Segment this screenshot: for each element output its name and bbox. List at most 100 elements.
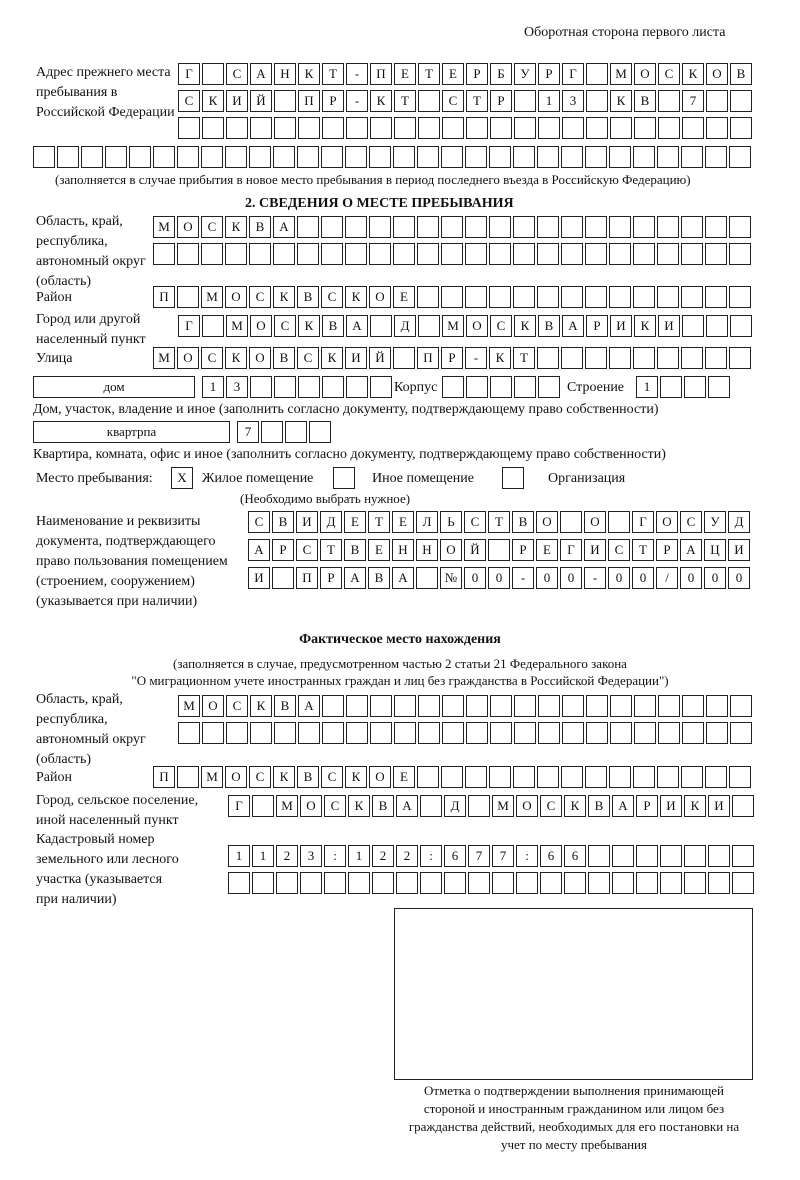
letter-cell[interactable]: К xyxy=(321,347,343,369)
letter-cell[interactable] xyxy=(684,872,706,894)
letter-cell[interactable]: Р xyxy=(490,90,512,112)
letter-cell[interactable] xyxy=(633,146,655,168)
letter-cell[interactable]: К xyxy=(225,347,247,369)
letter-cell[interactable] xyxy=(418,117,440,139)
letter-cell[interactable] xyxy=(610,117,632,139)
letter-cell[interactable] xyxy=(178,722,200,744)
letter-cell[interactable]: В xyxy=(322,315,344,337)
letter-cell[interactable] xyxy=(370,117,392,139)
letter-cell[interactable]: Г xyxy=(228,795,250,817)
letter-cell[interactable]: С xyxy=(274,315,296,337)
letter-cell[interactable]: В xyxy=(368,567,390,589)
letter-cell[interactable] xyxy=(393,216,415,238)
letter-cell[interactable] xyxy=(705,766,727,788)
letter-cell[interactable] xyxy=(417,766,439,788)
letter-cell[interactable] xyxy=(729,243,751,265)
letter-cell[interactable]: К xyxy=(564,795,586,817)
letter-cell[interactable]: К xyxy=(610,90,632,112)
letter-cell[interactable]: 1 xyxy=(538,90,560,112)
letter-cell[interactable]: К xyxy=(273,766,295,788)
letter-cell[interactable]: 0 xyxy=(728,567,750,589)
letter-cell[interactable] xyxy=(441,243,463,265)
letter-cell[interactable] xyxy=(562,117,584,139)
letter-cell[interactable] xyxy=(225,146,247,168)
letter-cell[interactable]: С xyxy=(249,286,271,308)
letter-cell[interactable]: А xyxy=(298,695,320,717)
letter-cell[interactable]: 6 xyxy=(564,845,586,867)
letter-cell[interactable]: С xyxy=(296,539,318,561)
letter-cell[interactable]: 0 xyxy=(488,567,510,589)
letter-cell[interactable] xyxy=(441,766,463,788)
letter-cell[interactable]: 2 xyxy=(372,845,394,867)
letter-cell[interactable]: Р xyxy=(441,347,463,369)
letter-cell[interactable] xyxy=(609,243,631,265)
letter-cell[interactable] xyxy=(345,243,367,265)
letter-cell[interactable] xyxy=(261,421,283,443)
letter-cell[interactable] xyxy=(634,722,656,744)
letter-cell[interactable]: М xyxy=(610,63,632,85)
letter-cell[interactable]: М xyxy=(226,315,248,337)
letter-cell[interactable]: 0 xyxy=(536,567,558,589)
letter-cell[interactable]: С xyxy=(201,216,223,238)
letter-cell[interactable] xyxy=(272,567,294,589)
letter-cell[interactable] xyxy=(394,722,416,744)
letter-cell[interactable] xyxy=(561,766,583,788)
letter-cell[interactable]: Т xyxy=(513,347,535,369)
letter-cell[interactable] xyxy=(609,286,631,308)
letter-cell[interactable]: К xyxy=(514,315,536,337)
letter-cell[interactable] xyxy=(681,347,703,369)
letter-cell[interactable]: В xyxy=(297,286,319,308)
letter-cell[interactable]: С xyxy=(680,511,702,533)
letter-cell[interactable] xyxy=(658,90,680,112)
letter-cell[interactable] xyxy=(538,117,560,139)
letter-cell[interactable] xyxy=(513,146,535,168)
letter-cell[interactable]: М xyxy=(153,216,175,238)
letter-cell[interactable]: 0 xyxy=(704,567,726,589)
letter-cell[interactable] xyxy=(730,315,752,337)
letter-cell[interactable]: Б xyxy=(490,63,512,85)
letter-cell[interactable] xyxy=(513,766,535,788)
letter-cell[interactable] xyxy=(442,695,464,717)
letter-cell[interactable]: Т xyxy=(418,63,440,85)
letter-cell[interactable]: 6 xyxy=(540,845,562,867)
letter-cell[interactable] xyxy=(442,376,464,398)
letter-cell[interactable] xyxy=(708,845,730,867)
letter-cell[interactable] xyxy=(322,376,344,398)
letter-cell[interactable] xyxy=(273,243,295,265)
letter-cell[interactable]: К xyxy=(489,347,511,369)
letter-cell[interactable]: 1 xyxy=(202,376,224,398)
letter-cell[interactable] xyxy=(729,347,751,369)
letter-cell[interactable]: 0 xyxy=(632,567,654,589)
letter-cell[interactable] xyxy=(177,243,199,265)
letter-cell[interactable] xyxy=(298,117,320,139)
letter-cell[interactable]: К xyxy=(298,315,320,337)
letter-cell[interactable] xyxy=(226,117,248,139)
letter-cell[interactable] xyxy=(225,243,247,265)
letter-cell[interactable]: С xyxy=(324,795,346,817)
letter-cell[interactable] xyxy=(514,376,536,398)
letter-cell[interactable] xyxy=(81,146,103,168)
letter-cell[interactable] xyxy=(465,286,487,308)
letter-cell[interactable] xyxy=(513,216,535,238)
letter-cell[interactable] xyxy=(418,315,440,337)
letter-cell[interactable] xyxy=(322,722,344,744)
letter-cell[interactable] xyxy=(561,243,583,265)
letter-cell[interactable]: Е xyxy=(536,539,558,561)
letter-cell[interactable]: С xyxy=(321,766,343,788)
letter-cell[interactable] xyxy=(681,243,703,265)
option-checkbox-residential[interactable]: X xyxy=(171,467,193,489)
letter-cell[interactable]: И xyxy=(708,795,730,817)
letter-cell[interactable]: А xyxy=(562,315,584,337)
letter-cell[interactable]: Н xyxy=(416,539,438,561)
letter-cell[interactable]: - xyxy=(465,347,487,369)
letter-cell[interactable]: П xyxy=(153,766,175,788)
korpus-row[interactable] xyxy=(442,376,560,398)
letter-cell[interactable] xyxy=(300,872,322,894)
letter-cell[interactable] xyxy=(226,722,248,744)
letter-cell[interactable]: А xyxy=(392,567,414,589)
letter-cell[interactable]: С xyxy=(226,695,248,717)
letter-cell[interactable]: Р xyxy=(636,795,658,817)
letter-cell[interactable]: О xyxy=(177,216,199,238)
letter-cell[interactable] xyxy=(540,872,562,894)
